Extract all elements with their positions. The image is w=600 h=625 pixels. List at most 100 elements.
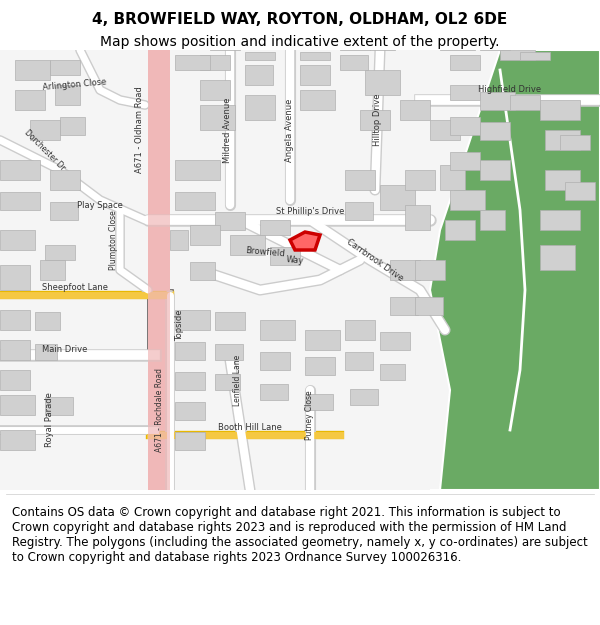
Bar (340, 55, 368, 70)
Bar (400, 100, 430, 120)
Bar (450, 55, 480, 70)
Bar (30, 120, 60, 140)
Bar (305, 394, 333, 410)
Bar (545, 130, 580, 150)
Bar (450, 117, 480, 135)
Bar (215, 374, 240, 390)
Bar (230, 235, 265, 255)
Bar (15, 60, 50, 80)
Bar (148, 50, 170, 490)
Text: Booth Hill Lane: Booth Hill Lane (218, 424, 282, 432)
Bar (55, 85, 80, 105)
Bar (0, 192, 40, 210)
Bar (0, 395, 35, 415)
Bar (300, 90, 335, 110)
Bar (50, 170, 80, 190)
Bar (540, 245, 575, 270)
Bar (0, 310, 30, 330)
Bar (175, 372, 205, 390)
Bar (300, 65, 330, 85)
Bar (440, 165, 465, 190)
Text: St Phillip's Drive: St Phillip's Drive (276, 208, 344, 216)
Bar (370, 40, 395, 50)
Bar (175, 310, 210, 330)
Bar (405, 170, 435, 190)
Bar (270, 247, 300, 265)
Bar (175, 342, 205, 360)
Bar (390, 260, 420, 280)
Bar (480, 40, 510, 50)
Bar (175, 55, 210, 70)
Bar (480, 210, 505, 230)
Bar (15, 90, 45, 110)
Bar (450, 152, 480, 170)
Bar (260, 320, 295, 340)
Bar (540, 210, 580, 230)
Bar (345, 320, 375, 340)
Bar (415, 260, 445, 280)
Bar (0, 230, 35, 250)
Bar (565, 182, 595, 200)
Bar (345, 170, 375, 190)
Bar (380, 185, 415, 210)
Bar (45, 397, 73, 415)
Bar (190, 262, 215, 280)
Bar (215, 212, 245, 230)
Text: 4, BROWFIELD WAY, ROYTON, OLDHAM, OL2 6DE: 4, BROWFIELD WAY, ROYTON, OLDHAM, OL2 6D… (92, 12, 508, 28)
Bar (35, 312, 60, 330)
Text: Dorchester Dr: Dorchester Dr (23, 128, 67, 172)
Bar (245, 95, 275, 120)
Bar (560, 135, 590, 150)
Text: Lenfield Lane: Lenfield Lane (233, 354, 242, 406)
Bar (0, 160, 40, 180)
Bar (480, 92, 515, 110)
Text: Browfield: Browfield (245, 246, 285, 258)
Bar (405, 205, 430, 230)
Bar (148, 50, 170, 490)
Bar (175, 192, 215, 210)
Bar (210, 40, 240, 50)
Bar (0, 370, 30, 390)
Bar (390, 297, 418, 315)
Bar (260, 384, 288, 400)
Text: Way: Way (286, 255, 304, 265)
Bar (480, 160, 510, 180)
Bar (380, 332, 410, 350)
Bar (200, 105, 235, 130)
Text: Hilltop Drive: Hilltop Drive (373, 94, 383, 146)
Bar (440, 35, 475, 50)
Polygon shape (290, 232, 320, 250)
Bar (540, 100, 580, 120)
Bar (245, 52, 275, 60)
Bar (445, 220, 475, 240)
Text: Sheepfoot Lane: Sheepfoot Lane (42, 284, 108, 292)
Bar (45, 245, 75, 260)
Bar (200, 80, 230, 100)
Bar (430, 120, 460, 140)
Text: Carrbrook Drive: Carrbrook Drive (345, 237, 405, 283)
Bar (305, 330, 340, 350)
Bar (0, 340, 30, 360)
Text: Map shows position and indicative extent of the property.: Map shows position and indicative extent… (100, 35, 500, 49)
Text: Putney Close: Putney Close (305, 390, 314, 440)
Bar (300, 52, 330, 60)
Text: Angela Avenue: Angela Avenue (286, 98, 295, 162)
Bar (215, 312, 245, 330)
Text: Mildred Avenue: Mildred Avenue (223, 98, 233, 162)
Text: Play Space: Play Space (77, 201, 123, 209)
Bar (0, 430, 35, 450)
Bar (35, 344, 57, 360)
Text: Highfield Drive: Highfield Drive (478, 86, 542, 94)
Bar (40, 260, 65, 280)
Bar (305, 357, 335, 375)
Bar (60, 117, 85, 135)
Bar (450, 85, 480, 100)
Bar (380, 364, 405, 380)
Text: Arlington Close: Arlington Close (43, 78, 107, 92)
Text: Royal Parade: Royal Parade (46, 392, 55, 448)
Bar (200, 55, 230, 70)
Bar (350, 389, 378, 405)
Bar (175, 160, 220, 180)
Bar (345, 352, 373, 370)
Bar (260, 352, 290, 370)
